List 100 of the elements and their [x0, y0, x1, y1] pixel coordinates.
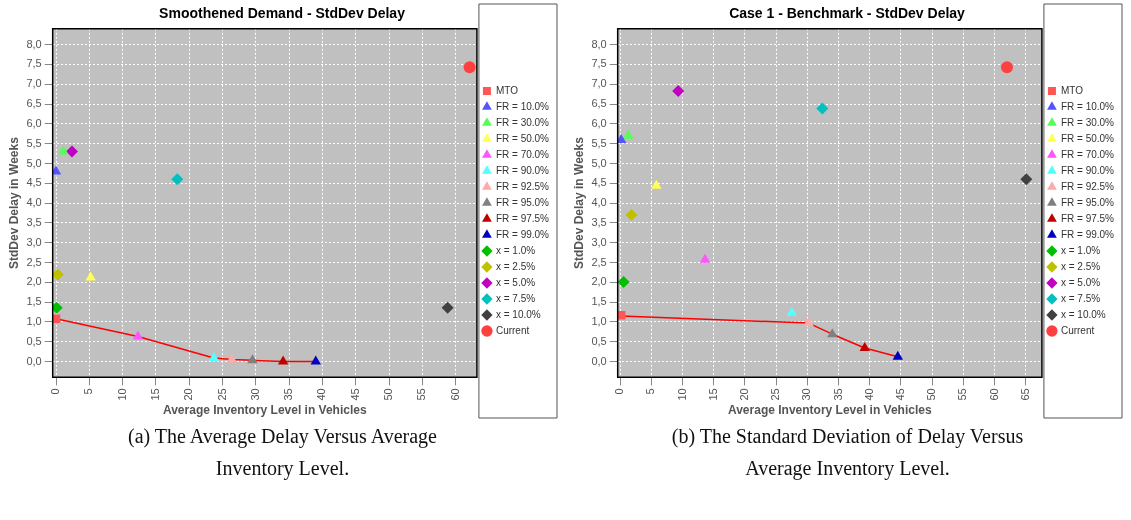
x-tick-label: 15 [706, 388, 719, 401]
y-tick-label: 0,0 [25, 354, 42, 367]
x-axis-title: Average Inventory Level in Vehicles [162, 403, 367, 418]
y-tick-label: 2,5 [590, 255, 607, 268]
x-tick-label: 60 [987, 388, 1000, 401]
legend-label: FR = 10.0% [495, 100, 549, 112]
legend-label: MTO [1060, 84, 1083, 96]
point [52, 268, 64, 281]
text: (b) The Standard Deviation of Delay Versus Average Inventory Level. [670, 424, 1025, 482]
point [170, 173, 183, 186]
legend-label: FR = 70.0% [1060, 148, 1114, 160]
point [463, 61, 476, 74]
legend-label: x = 2.5% [495, 260, 535, 272]
y-tick-label: 1,5 [25, 295, 42, 308]
point [52, 301, 63, 314]
legend-label: x = 2.5% [1060, 260, 1100, 272]
y-tick-label: 1,5 [590, 295, 607, 308]
point [52, 165, 61, 175]
legend-label: x = 5.0% [495, 276, 535, 288]
x-tick-label: 15 [148, 388, 161, 401]
legend-label: x = 10.0% [495, 308, 541, 320]
point [826, 328, 837, 338]
point [892, 350, 903, 360]
x-tick-label: 0 [612, 388, 625, 395]
x-axis-title: Average Inventory Level in Vehicles [727, 403, 932, 418]
x-tick-label: 45 [893, 388, 906, 401]
legend-label: Current [1060, 324, 1094, 336]
point [786, 306, 797, 316]
legend-label: FR = 50.0% [1060, 132, 1114, 144]
legend-label: x = 10.0% [1060, 308, 1106, 320]
point [699, 253, 710, 263]
legend-label: FR = 70.0% [495, 148, 549, 160]
y-tick-label: 6,5 [590, 97, 607, 110]
x-tick-label: 45 [348, 388, 361, 401]
y-tick-label: 0,0 [590, 354, 607, 367]
legend-label: FR = 50.0% [495, 132, 549, 144]
point [815, 102, 828, 115]
y-tick-label: 4,5 [590, 176, 607, 189]
legend-label: FR = 90.0% [1060, 164, 1114, 176]
legend-label: Current [495, 324, 529, 336]
point [84, 271, 96, 281]
y-tick-label: 2,0 [590, 275, 607, 288]
legend-label: x = 7.5% [1060, 292, 1100, 304]
y-tick-label: 1,0 [25, 314, 42, 327]
point [622, 129, 633, 139]
y-tick-label: 7,5 [25, 57, 42, 70]
x-tick-label: 5 [81, 388, 94, 395]
point [132, 330, 143, 340]
point [246, 354, 258, 364]
legend-label: FR = 97.5% [1060, 212, 1114, 224]
legend-label: FR = 95.0% [495, 196, 549, 208]
legend-label: FR = 92.5% [495, 180, 549, 192]
legend-label: x = 7.5% [495, 292, 535, 304]
legend-label: FR = 97.5% [495, 212, 549, 224]
legend-label: FR = 30.0% [495, 116, 549, 128]
point [650, 179, 662, 189]
x-tick-label: 30 [248, 388, 261, 401]
x-tick-label: 25 [768, 388, 781, 401]
x-tick-label: 10 [675, 388, 688, 401]
point [1019, 173, 1032, 186]
y-tick-label: 4,0 [25, 196, 42, 209]
y-tick-label: 6,0 [590, 116, 607, 129]
y-tick-label: 5,0 [25, 156, 42, 169]
point [65, 145, 78, 158]
legend-label: FR = 90.0% [495, 164, 549, 176]
point [802, 317, 814, 327]
legend-label: x = 5.0% [1060, 276, 1100, 288]
y-tick-label: 3,5 [590, 215, 607, 228]
x-tick-label: 25 [215, 388, 228, 401]
y-tick-label: 7,5 [590, 57, 607, 70]
point [57, 145, 69, 155]
chart-title: Smoothened Demand - StdDev Delay [158, 5, 405, 22]
x-tick-label: 35 [831, 388, 844, 401]
x-tick-label: 5 [643, 388, 656, 395]
y-axis-title: StdDev Delay in Weeks [6, 136, 21, 269]
x-tick-label: 50 [924, 388, 937, 401]
y-tick-label: 3,0 [590, 235, 607, 248]
y-tick-label: 7,0 [25, 77, 42, 90]
y-tick-label: 2,5 [25, 255, 42, 268]
y-tick-label: 6,0 [25, 116, 42, 129]
y-tick-label: 6,5 [25, 97, 42, 110]
text: (a) The Average Delay Versus Average Inventory Level. [127, 424, 438, 482]
x-tick-label: 40 [862, 388, 875, 401]
y-tick-label: 5,5 [590, 136, 607, 149]
x-tick-label: 35 [281, 388, 294, 401]
point [617, 134, 626, 144]
legend-label: FR = 99.0% [495, 228, 549, 240]
x-tick-label: 55 [414, 388, 427, 401]
legend-label: FR = 95.0% [1060, 196, 1114, 208]
x-tick-label: 40 [314, 388, 327, 401]
point [441, 301, 454, 314]
point [671, 84, 684, 97]
x-tick-label: 20 [737, 388, 750, 401]
point [617, 275, 630, 288]
y-tick-label: 4,0 [590, 196, 607, 209]
point [208, 351, 219, 361]
point [624, 208, 637, 221]
legend-label: FR = 10.0% [1060, 100, 1114, 112]
x-tick-label: 60 [448, 388, 461, 401]
y-tick-label: 3,0 [25, 235, 42, 248]
